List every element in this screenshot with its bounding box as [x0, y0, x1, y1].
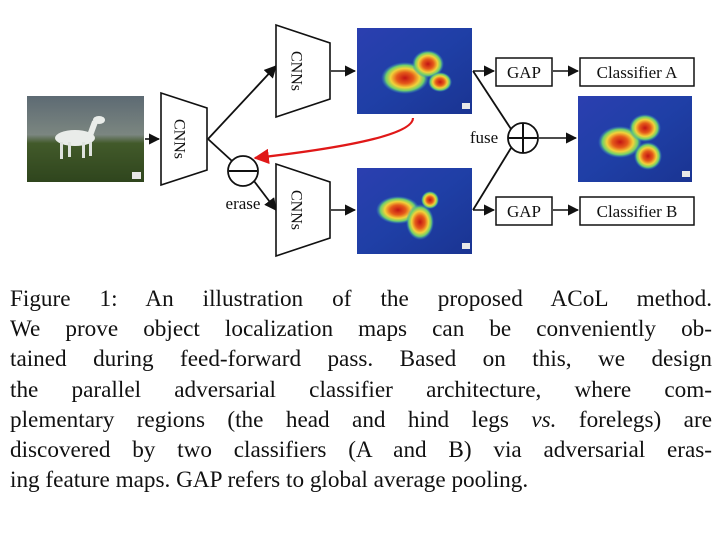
caption-vs: vs.: [531, 406, 557, 433]
caption-line-6: discovered by two classifiers (A and B) …: [10, 437, 712, 464]
arrow-erase-to-cnn-bottom: [253, 180, 277, 212]
erase-feedback-arrow: [253, 117, 415, 165]
classifier-a-box: Classifier A: [579, 57, 695, 87]
arrow-to-erase: [207, 138, 233, 162]
caption-line-2: We prove object localization maps can be…: [10, 316, 712, 343]
caption-line-5: plementary regions (the head and hind le…: [10, 405, 712, 435]
classifier-b-label: Classifier B: [597, 202, 678, 221]
heatmap-top: [357, 28, 472, 114]
caption-line-1: Figure 1: An illustration of the propose…: [10, 284, 712, 314]
caption-line-5a: plementary regions (the head and hind le…: [10, 406, 532, 433]
cnn-label-bottom: CNNs: [287, 190, 304, 230]
input-horse-image: [27, 96, 144, 182]
gap-label-b: GAP: [507, 202, 541, 221]
cnn-label-top: CNNs: [287, 51, 304, 91]
erase-operator: erase: [226, 155, 261, 213]
fuse-label: fuse: [470, 128, 498, 147]
arrow-bottom-to-fuse: [472, 147, 512, 211]
cnn-label-shared: CNNs: [170, 119, 187, 159]
caption-line-5b: forelegs) are: [556, 406, 712, 433]
classifier-a-label: Classifier A: [597, 63, 678, 82]
erase-label: erase: [226, 194, 261, 213]
caption-line-4: the parallel adversarial classifier arch…: [10, 376, 712, 403]
caption-prefix: Figure 1:: [10, 286, 118, 312]
classifier-b-box: Classifier B: [579, 196, 695, 226]
arrow-top-to-fuse: [472, 70, 512, 130]
cnn-block-bottom: CNNs: [275, 162, 331, 258]
caption-line-7: ing feature maps. GAP refers to global a…: [10, 467, 529, 494]
gap-box-b: GAP: [495, 196, 553, 226]
gap-box-a: GAP: [495, 57, 553, 87]
fuse-operator: fuse: [470, 122, 539, 154]
cnn-block-shared: CNNs: [160, 91, 208, 187]
figure-caption: Figure 1: An illustration of the propose…: [10, 284, 712, 495]
gap-label-a: GAP: [507, 63, 541, 82]
heatmap-bottom: [357, 168, 472, 254]
caption-line-3: tained during feed-forward pass. Based o…: [10, 346, 712, 373]
arrow-to-cnn-top: [207, 65, 277, 140]
cnn-block-top: CNNs: [275, 23, 331, 119]
heatmap-fused: [578, 96, 692, 182]
acol-diagram: CNNs CNNs erase CNNs: [27, 23, 695, 258]
caption-line-1-text: An illustration of the proposed ACoL met…: [117, 286, 713, 312]
